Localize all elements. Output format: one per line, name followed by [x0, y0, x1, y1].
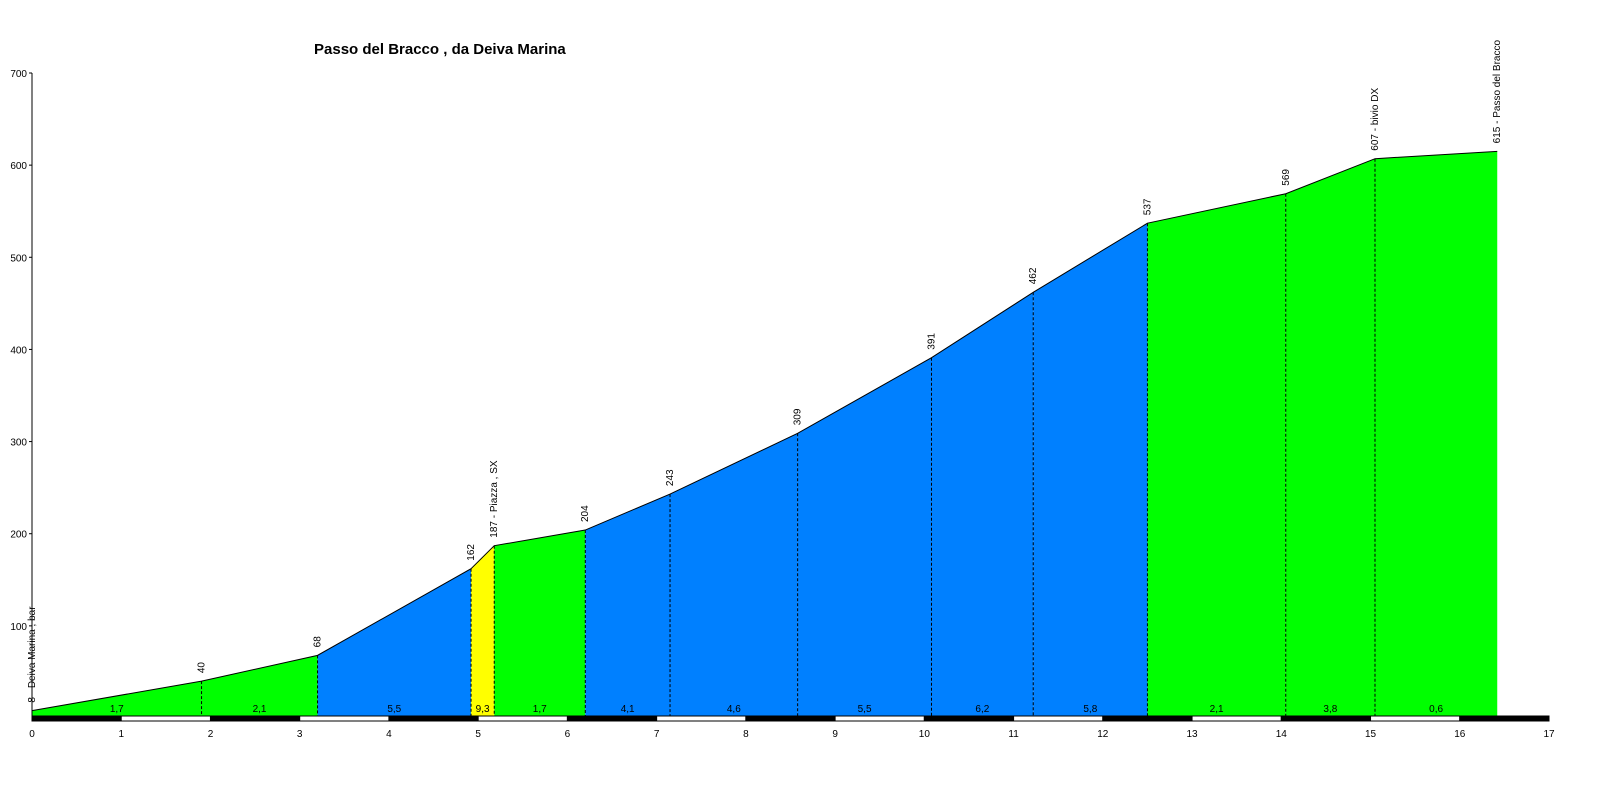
km-scale-bar: [1102, 715, 1193, 722]
gradient-label: 2,1: [1210, 704, 1224, 715]
segment-area: [931, 292, 1034, 716]
segment-area: [1033, 223, 1148, 716]
gradient-label: 6,2: [975, 704, 989, 715]
y-tick-label: 100: [10, 622, 27, 633]
km-scale-bar: [1280, 715, 1372, 722]
km-scale-bar: [209, 715, 301, 722]
elevation-label: 40: [197, 662, 208, 674]
profile-line: [31, 150, 1498, 712]
x-tick-label: 13: [1186, 729, 1198, 740]
segment-area: [1147, 193, 1286, 716]
elevation-label: 309: [793, 408, 804, 425]
km-scale-bar: [745, 715, 836, 722]
gradient-label: 1,7: [110, 704, 124, 715]
x-tick-label: 16: [1454, 729, 1466, 740]
y-tick-label: 300: [10, 438, 27, 449]
y-tick-label: 200: [10, 530, 27, 541]
gradient-label: 0,6: [1429, 704, 1443, 715]
km-scale-bar: [299, 715, 390, 722]
x-tick-label: 11: [1008, 729, 1019, 740]
segment-area: [797, 357, 932, 716]
chart-title: Passo del Bracco , da Deiva Marina: [314, 41, 566, 58]
km-scale-bar: [388, 715, 479, 722]
km-scale-bar: [1459, 715, 1550, 722]
x-tick-label: 2: [208, 729, 214, 740]
x-tick-label: 14: [1276, 729, 1288, 740]
km-scale-bar: [120, 715, 211, 722]
y-tick-label: 600: [10, 161, 27, 172]
elevation-label: 204: [580, 505, 591, 522]
km-scale-bar: [31, 715, 122, 722]
elevation-label: 615 - Passo del Bracco: [1492, 39, 1503, 143]
elevation-label: 243: [665, 469, 676, 486]
x-tick-label: 5: [475, 729, 481, 740]
km-scale-bar: [656, 715, 747, 722]
km-scale-bar: [834, 715, 925, 722]
gradient-label: 3,8: [1323, 704, 1337, 715]
gradient-label: 5,8: [1083, 704, 1097, 715]
gradient-label: 9,3: [476, 704, 490, 715]
x-tick-label: 4: [386, 729, 392, 740]
segment-area: [1374, 151, 1498, 717]
elevation-label: 68: [313, 636, 324, 648]
gradient-label: 4,6: [727, 704, 741, 715]
y-tick-label: 400: [10, 345, 27, 356]
km-scale-bar: [566, 715, 658, 722]
elevation-label: 162: [466, 544, 477, 561]
y-tick-label: 500: [10, 253, 27, 264]
y-tick-label: 700: [10, 69, 27, 80]
x-tick-label: 10: [919, 729, 931, 740]
km-scale-bar: [923, 715, 1015, 722]
x-tick-label: 17: [1543, 729, 1555, 740]
segment-area: [1285, 158, 1375, 716]
km-scale-bar: [1370, 715, 1461, 722]
x-tick-label: 3: [297, 729, 303, 740]
segment-area: [471, 545, 495, 716]
elevation-label: 462: [1028, 267, 1039, 284]
x-tick-label: 1: [118, 729, 124, 740]
x-tick-label: 6: [565, 729, 571, 740]
gradient-label: 2,1: [253, 704, 267, 715]
segment-area: [494, 530, 586, 716]
x-tick-label: 0: [29, 729, 35, 740]
segment-area: [670, 433, 798, 716]
x-tick-label: 12: [1097, 729, 1109, 740]
x-tick-label: 8: [743, 729, 749, 740]
elevation-label: 569: [1281, 169, 1292, 186]
x-tick-label: 9: [832, 729, 838, 740]
segment-area: [317, 568, 472, 716]
x-tick-label: 7: [654, 729, 660, 740]
elevation-label: 187 - Piazza , SX: [489, 460, 500, 538]
km-scale-bar: [1191, 715, 1282, 722]
gradient-label: 5,5: [858, 704, 872, 715]
km-scale-bar: [1013, 715, 1104, 722]
elevation-label: 391: [926, 333, 937, 350]
x-tick-label: 15: [1365, 729, 1377, 740]
km-scale-bar: [477, 715, 568, 722]
segment-area: [32, 681, 202, 716]
elevation-label: 607 - bivio DX: [1370, 88, 1381, 151]
gradient-label: 4,1: [621, 704, 635, 715]
segment-area: [585, 494, 671, 716]
gradient-label: 5,5: [387, 704, 401, 715]
segment-area: [201, 655, 318, 716]
gradient-label: 1,7: [533, 704, 547, 715]
elevation-label: 537: [1142, 198, 1153, 215]
elevation-label: 8 - Deiva Marina , bar: [27, 606, 38, 703]
